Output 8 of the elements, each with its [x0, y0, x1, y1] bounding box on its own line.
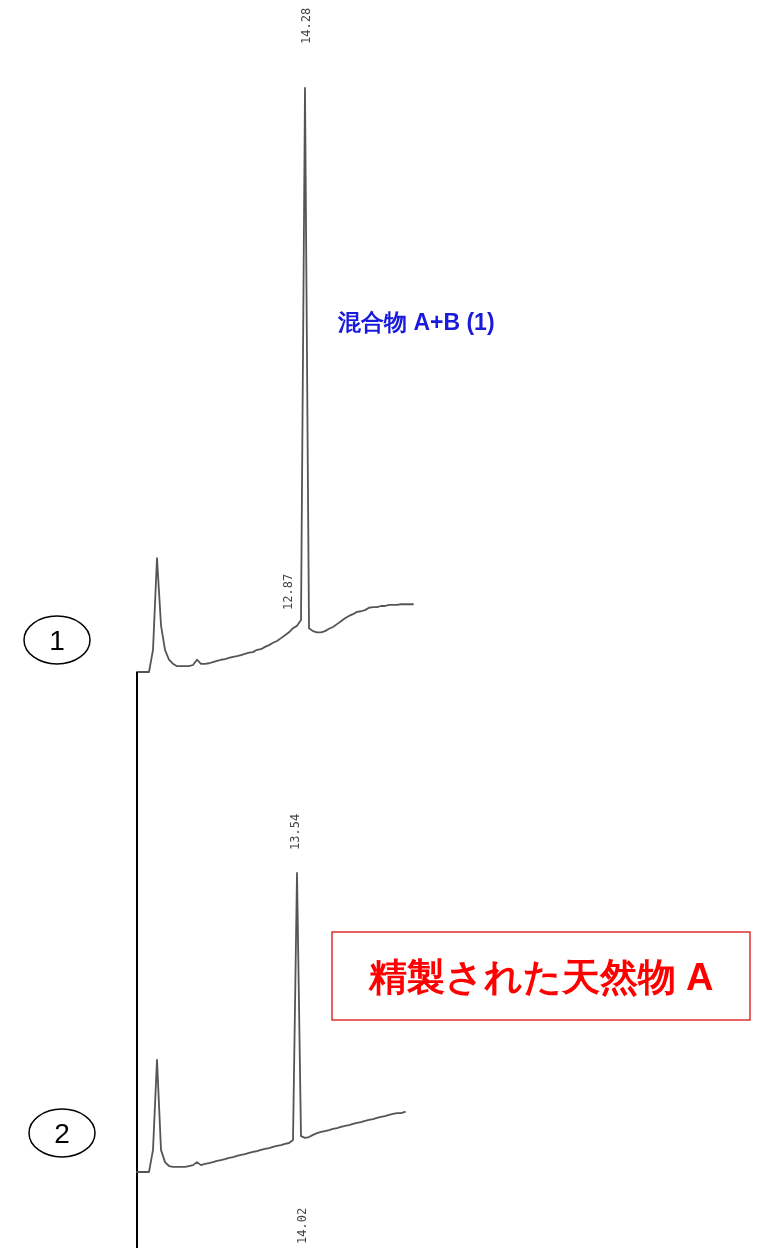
annotation: 12.87 [281, 573, 295, 610]
text: 14.02 [295, 1207, 309, 1244]
text: 2 [54, 1118, 70, 1149]
text: 1 [49, 625, 65, 656]
text: 14.28 [299, 7, 313, 44]
text: 13.54 [288, 813, 302, 850]
annotation: 混合物 A+B (1) [337, 309, 495, 335]
annotation: 精製された天然物 A [367, 956, 714, 998]
